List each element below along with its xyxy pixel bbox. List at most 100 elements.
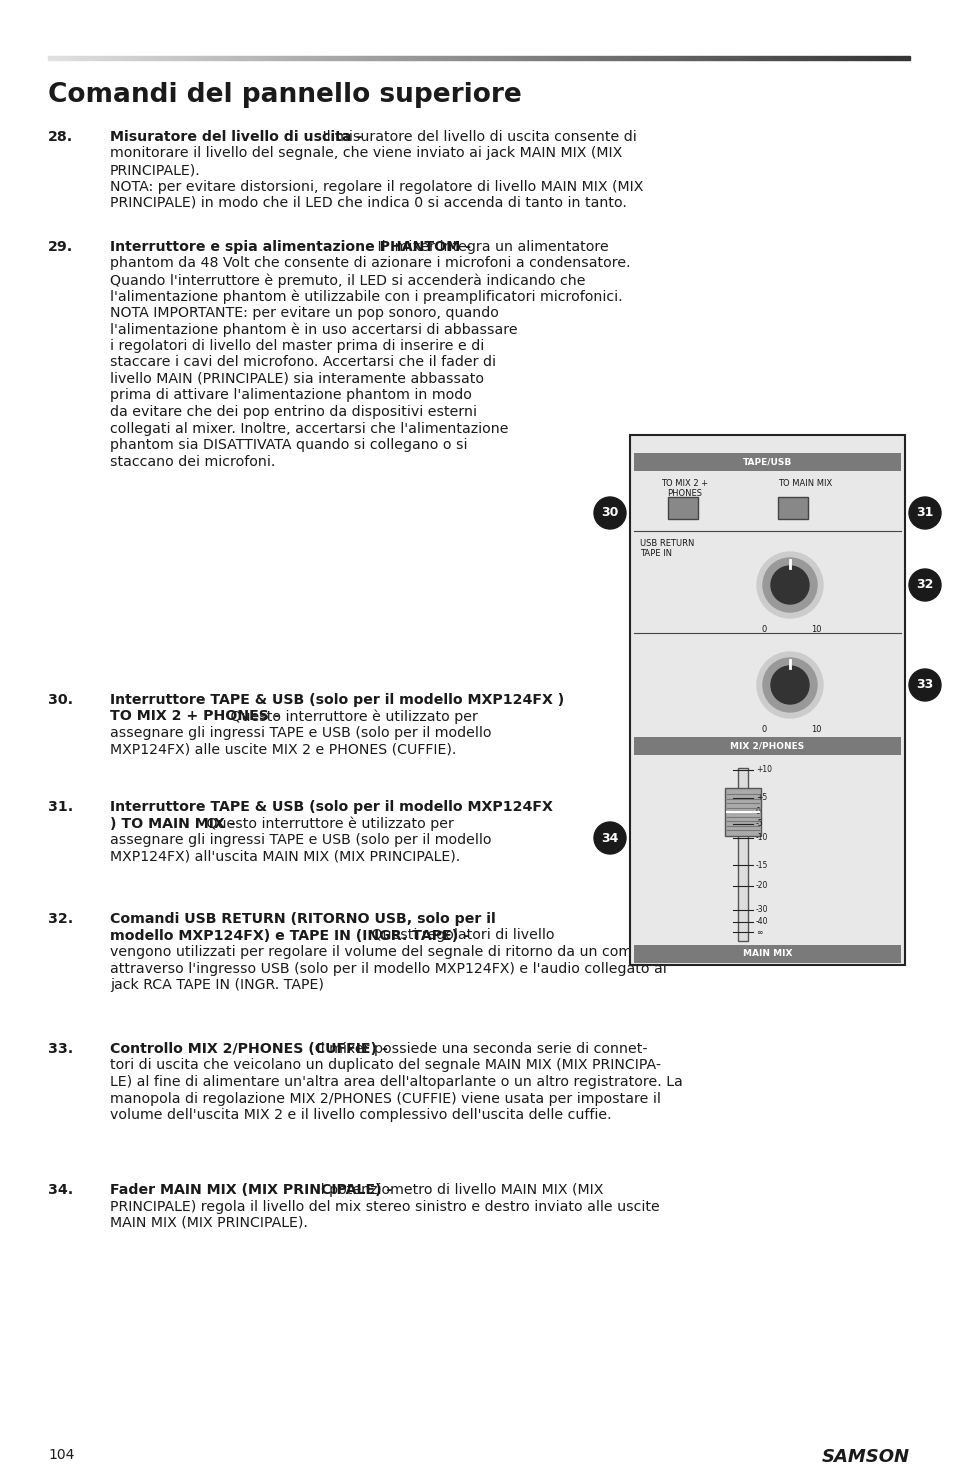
Bar [117,56,121,60]
Bar [61,56,65,60]
Bar [866,56,870,60]
Text: 0: 0 [755,807,760,816]
Bar [294,56,297,60]
Bar [759,56,762,60]
Text: Quando l'interruttore è premuto, il LED si accenderà indicando che: Quando l'interruttore è premuto, il LED … [110,273,585,288]
Bar [689,56,694,60]
Bar [586,56,591,60]
Bar [702,56,707,60]
Bar [612,56,617,60]
Text: +5: +5 [755,794,766,802]
Circle shape [757,552,822,618]
Bar [875,56,879,60]
Bar [901,56,904,60]
Bar [169,56,172,60]
Bar [720,56,724,60]
Bar [401,56,405,60]
Text: Controllo MIX 2/PHONES (CUFFIE) -: Controllo MIX 2/PHONES (CUFFIE) - [110,1041,387,1056]
Text: staccano dei microfoni.: staccano dei microfoni. [110,454,275,469]
Bar [556,56,560,60]
Text: vengono utilizzati per regolare il volume del segnale di ritorno da un computer: vengono utilizzati per regolare il volum… [110,945,670,959]
Bar [655,56,659,60]
Bar [439,56,444,60]
Bar [453,56,457,60]
Text: Interruttore e spia alimentazione PHANTOM -: Interruttore e spia alimentazione PHANTO… [110,240,471,254]
Bar [285,56,289,60]
Bar [827,56,832,60]
Bar [836,56,841,60]
Text: livello MAIN (PRINCIPALE) sia interamente abbassato: livello MAIN (PRINCIPALE) sia interament… [110,372,483,386]
Bar [578,56,582,60]
Bar [466,56,470,60]
Bar [629,435,904,965]
Bar [841,56,844,60]
Bar [801,56,805,60]
Bar [738,768,747,941]
Bar [784,56,788,60]
Bar [100,56,104,60]
Bar [776,56,780,60]
Bar [672,56,677,60]
Bar [478,56,483,60]
Bar [797,56,801,60]
Bar [272,56,276,60]
Bar [143,56,147,60]
Bar [500,56,504,60]
Bar [350,56,354,60]
Bar [754,56,759,60]
Bar [629,56,634,60]
Bar [538,56,543,60]
Text: 34: 34 [600,832,618,845]
Text: Misuratore del livello di uscita -: Misuratore del livello di uscita - [110,130,362,145]
Bar [805,56,810,60]
Bar [780,56,784,60]
Bar [104,56,109,60]
Bar [336,56,341,60]
Bar [862,56,866,60]
Bar [634,453,900,471]
Bar [112,56,117,60]
Bar [95,56,100,60]
Bar [685,56,689,60]
Text: collegati al mixer. Inoltre, accertarsi che l'alimentazione: collegati al mixer. Inoltre, accertarsi … [110,422,508,435]
Bar [526,56,530,60]
Circle shape [762,558,816,612]
Text: -5: -5 [755,820,762,829]
Bar [896,56,901,60]
Bar [384,56,388,60]
Bar [883,56,887,60]
Text: NOTA: per evitare distorsioni, regolare il regolatore di livello MAIN MIX (MIX: NOTA: per evitare distorsioni, regolare … [110,180,642,193]
Bar [677,56,680,60]
Bar [487,56,492,60]
Bar [216,56,220,60]
Bar [276,56,280,60]
Bar [203,56,207,60]
Text: attraverso l'ingresso USB (solo per il modello MXP124FX) e l'audio collegato ai: attraverso l'ingresso USB (solo per il m… [110,962,666,975]
Text: ) TO MAIN MIX -: ) TO MAIN MIX - [110,817,235,830]
Bar [668,56,672,60]
Bar [246,56,251,60]
Bar [879,56,883,60]
Text: jack RCA TAPE IN (INGR. TAPE): jack RCA TAPE IN (INGR. TAPE) [110,978,323,993]
Circle shape [594,822,625,854]
Bar [707,56,711,60]
Text: Comandi del pannello superiore: Comandi del pannello superiore [48,83,521,108]
Bar [547,56,552,60]
Text: PRINCIPALE) regola il livello del mix stereo sinistro e destro inviato alle usci: PRINCIPALE) regola il livello del mix st… [110,1199,659,1214]
Bar [771,56,776,60]
Circle shape [594,497,625,530]
Circle shape [908,670,940,701]
Bar [302,56,306,60]
Circle shape [770,667,808,704]
Bar [297,56,302,60]
Text: 104: 104 [48,1448,74,1462]
Bar [422,56,427,60]
Bar [694,56,699,60]
Text: Questo interruttore è utilizzato per: Questo interruttore è utilizzato per [202,817,454,830]
Text: staccare i cavi del microfono. Accertarsi che il fader di: staccare i cavi del microfono. Accertars… [110,355,496,370]
Bar [177,56,181,60]
Text: 32: 32 [915,578,933,591]
Text: Il potenziometro di livello MAIN MIX (MIX: Il potenziometro di livello MAIN MIX (MI… [312,1183,602,1198]
Text: assegnare gli ingressi TAPE e USB (solo per il modello: assegnare gli ingressi TAPE e USB (solo … [110,726,491,740]
Bar [504,56,509,60]
